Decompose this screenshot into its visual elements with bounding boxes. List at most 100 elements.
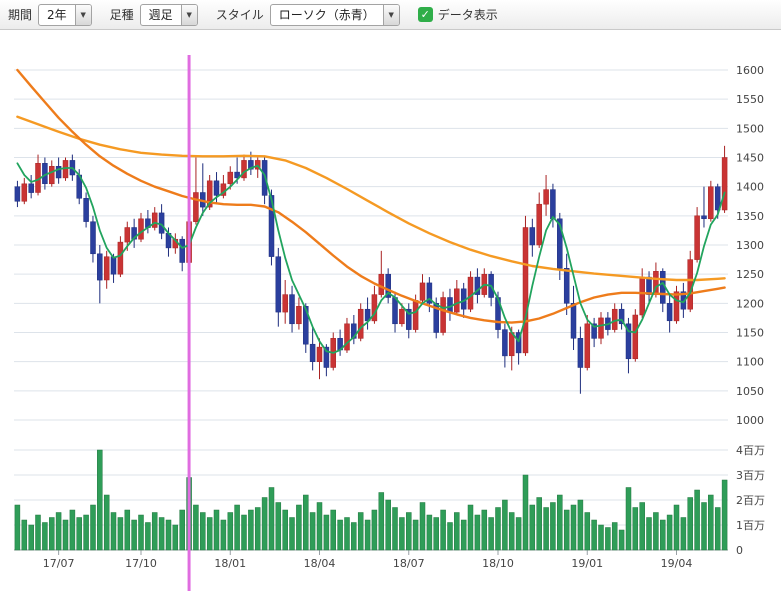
candlestick-volume-chart[interactable]: 1600 1550 1500 1450 1400 1350 1300 1250 1200 1150…: [0, 30, 781, 591]
bar-type-dropdown-arrow-icon[interactable]: ▼: [180, 4, 197, 25]
candle-down: [351, 323, 357, 339]
candle-down: [90, 221, 96, 255]
style-label: スタイル: [215, 8, 264, 22]
volume-bar: [721, 479, 728, 551]
volume-bar: [131, 519, 137, 551]
volume-bar: [90, 504, 96, 551]
style-select[interactable]: ローソク（赤青） ▼: [269, 3, 400, 26]
svg-text:19/04: 19/04: [661, 557, 693, 570]
data-display-label: データ表示: [437, 8, 498, 22]
volume-bar: [55, 512, 62, 551]
data-display-toggle[interactable]: ✓ データ表示: [417, 6, 498, 23]
volume-bar: [454, 512, 460, 551]
candle-down: [406, 308, 412, 330]
volume-bar: [42, 522, 48, 551]
candle-up: [124, 227, 131, 243]
candle-up: [598, 317, 604, 339]
period-value: 2年: [47, 8, 67, 22]
volume-bar: [364, 519, 371, 551]
svg-text:1100: 1100: [736, 356, 764, 369]
candle-down: [392, 297, 398, 325]
volume-bar: [193, 504, 199, 551]
style-dropdown-arrow-icon[interactable]: ▼: [382, 4, 399, 25]
svg-text:1300: 1300: [736, 239, 764, 252]
volume-bar: [550, 502, 556, 551]
volume-bar: [323, 514, 330, 551]
volume-bar: [316, 502, 323, 551]
chart-area: 1600 1550 1500 1450 1400 1350 1300 1250 1200 1150…: [0, 30, 781, 591]
candle-up: [639, 276, 645, 316]
volume-bar: [296, 504, 302, 551]
volume-bar: [49, 517, 55, 551]
volume-bar: [392, 507, 398, 551]
volume-bar: [62, 519, 69, 551]
candle-down: [268, 195, 275, 257]
candle-down: [110, 256, 117, 275]
bar-type-select[interactable]: 週足 ▼: [139, 3, 198, 26]
bar-type-value: 週足: [148, 8, 173, 22]
period-label: 期間: [8, 8, 33, 22]
candle-down: [570, 303, 577, 339]
ma-mid-orange-line: [16, 68, 726, 324]
candle-down: [55, 166, 62, 179]
volume-bar: [227, 512, 234, 551]
volume-bar: [330, 509, 336, 551]
volume-bar: [351, 522, 357, 551]
candle-up: [721, 157, 728, 211]
volume-bar: [508, 512, 515, 551]
volume-bar: [158, 517, 165, 551]
volume-bar: [639, 502, 645, 551]
candle-up: [584, 323, 591, 368]
volume-bar: [467, 504, 474, 551]
volume-bar: [460, 519, 467, 551]
period-select[interactable]: 2年 ▼: [38, 3, 92, 26]
candle-up: [282, 294, 288, 313]
volume-bar: [536, 497, 542, 551]
candle-up: [151, 212, 158, 228]
candle-up: [117, 241, 124, 275]
volume-bar: [563, 509, 570, 551]
candle-up: [708, 186, 714, 220]
volume-bar: [447, 522, 453, 551]
candle-up: [206, 180, 213, 208]
candle-up: [543, 189, 549, 205]
volume-bar: [213, 509, 220, 551]
volume-bar: [433, 517, 439, 551]
svg-text:18/10: 18/10: [482, 557, 514, 570]
candle-down: [248, 160, 254, 170]
volume-bar: [241, 514, 247, 551]
candle-up: [21, 183, 28, 202]
candle-up: [454, 288, 460, 313]
volume-bar: [151, 512, 158, 551]
ma-short-green-line: [16, 162, 726, 354]
volume-bar: [598, 524, 604, 551]
period-dropdown-arrow-icon[interactable]: ▼: [74, 4, 91, 25]
svg-text:0: 0: [736, 544, 743, 557]
volume-bar: [673, 504, 680, 551]
svg-text:3百万: 3百万: [736, 469, 765, 482]
volume-bar: [694, 489, 700, 551]
volume-bar: [124, 509, 131, 551]
candle-down: [433, 303, 439, 333]
volume-bar: [605, 527, 611, 551]
svg-text:1350: 1350: [736, 210, 764, 223]
candle-down: [666, 303, 673, 322]
candle-up: [399, 308, 405, 325]
volume-bar: [200, 512, 206, 551]
volume-bar: [708, 494, 714, 551]
candle-down: [234, 171, 240, 179]
bar-type-group: 足種 週足 ▼: [110, 3, 198, 26]
candle-down: [701, 215, 707, 219]
grid-layer: [14, 69, 728, 555]
ma-long-orange-line: [16, 115, 726, 282]
volume-bar: [666, 514, 673, 551]
candle-up: [419, 282, 426, 301]
candle-down: [618, 308, 625, 325]
volume-bar: [611, 522, 618, 551]
candle-down: [323, 346, 330, 368]
volume-bar: [282, 509, 288, 551]
candle-down: [447, 297, 453, 313]
checkbox-checked-icon[interactable]: ✓: [417, 7, 433, 22]
candle-down: [714, 186, 721, 211]
